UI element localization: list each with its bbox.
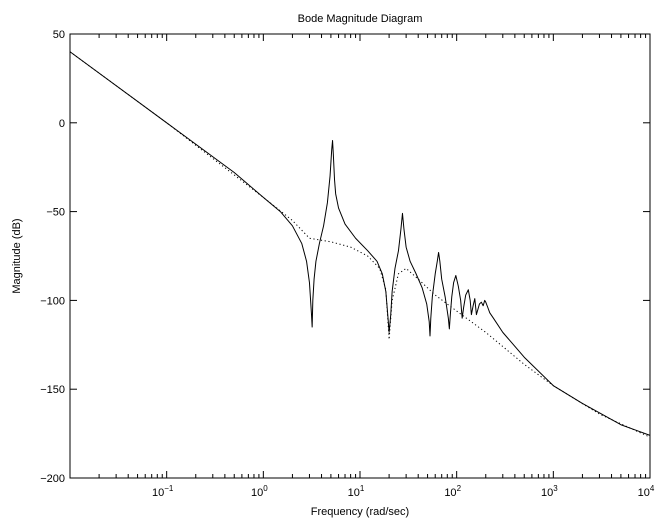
x-tick-exponent: 0 (263, 484, 268, 493)
x-tick-label: 100 (251, 484, 268, 499)
x-tick-label: 10−1 (152, 484, 174, 499)
x-tick-label: 104 (638, 484, 655, 499)
y-tick-label: 50 (53, 29, 65, 41)
y-tick-label: −100 (40, 295, 65, 307)
x-tick-base: 10 (348, 487, 360, 499)
x-tick-label: 103 (541, 484, 558, 499)
x-tick-base: 10 (541, 487, 553, 499)
x-tick-labels: 10−1 100 101 102 103 104 (152, 484, 655, 499)
x-tick-exponent: 3 (553, 484, 558, 493)
y-axis-label: Magnitude (dB) (11, 218, 23, 293)
plot-lines (69, 51, 651, 438)
plot-area (70, 34, 650, 478)
y-tick-label: −150 (40, 384, 65, 396)
x-tick-base: 10 (251, 487, 263, 499)
y-tick-label: −200 (40, 473, 65, 485)
y-tick-label: −50 (46, 207, 65, 219)
chart-title: Bode Magnitude Diagram (298, 13, 423, 25)
x-tick-base: 10 (152, 487, 164, 499)
dotted-series-line (69, 51, 651, 438)
x-tick-base: 10 (638, 487, 650, 499)
x-axis-label: Frequency (rad/sec) (311, 506, 409, 518)
x-tick-base: 10 (444, 487, 456, 499)
x-tick-label: 102 (444, 484, 461, 499)
solid-series-line (69, 51, 651, 436)
y-tick-label: 0 (59, 118, 65, 130)
plot-frame (69, 33, 651, 479)
x-tick-exponent: −1 (164, 484, 174, 493)
x-tick-exponent: 1 (360, 484, 365, 493)
x-tick-exponent: 2 (457, 484, 462, 493)
x-tick-exponent: 4 (650, 484, 655, 493)
y-tick-labels: 50 0 −50 −100 −150 −200 (40, 29, 65, 485)
x-tick-label: 101 (348, 484, 365, 499)
